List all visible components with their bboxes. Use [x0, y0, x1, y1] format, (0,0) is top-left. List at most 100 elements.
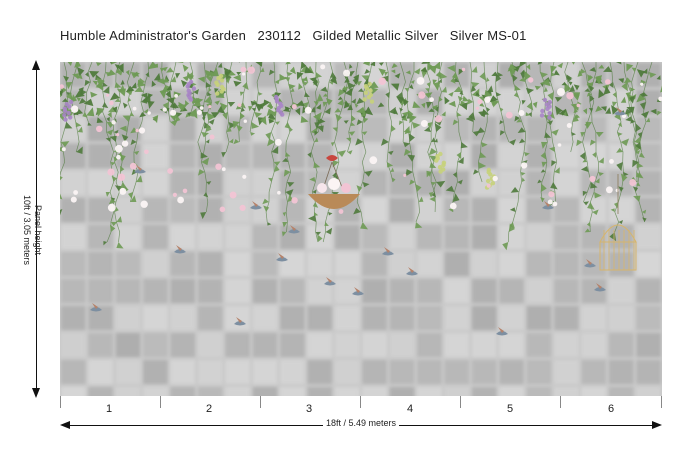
ivy-leaf	[74, 90, 85, 98]
ivy-leaf	[642, 68, 648, 74]
ivy-leaf	[428, 108, 435, 112]
ivy-leaf	[217, 105, 226, 114]
ivy-leaf	[214, 100, 220, 105]
ivy-leaf	[409, 114, 417, 124]
ivy-leaf	[262, 198, 269, 205]
ivy-leaf	[384, 71, 389, 77]
ivy-leaf	[445, 185, 455, 192]
ivy-leaf	[250, 132, 256, 136]
blossom	[199, 106, 204, 110]
silver-tile	[472, 252, 497, 276]
blossom	[182, 188, 188, 194]
ivy-leaf	[521, 177, 526, 182]
ivy-leaf	[105, 192, 111, 197]
silver-tile	[526, 387, 552, 396]
ivy-leaf	[404, 87, 409, 92]
ivy-leaf	[457, 156, 464, 164]
silver-tile	[115, 252, 141, 276]
ivy-leaf	[514, 115, 520, 122]
ivy-leaf	[427, 172, 432, 177]
silver-tile	[581, 306, 606, 330]
ivy-leaf	[186, 71, 191, 77]
ivy-leaf	[239, 91, 244, 97]
blossom	[140, 200, 148, 208]
ivy-leaf	[380, 138, 389, 146]
ivy-leaf	[479, 101, 485, 107]
ivy-leaf	[201, 132, 209, 138]
silver-tile	[636, 225, 661, 249]
grape	[437, 165, 443, 170]
ivy-leaf	[353, 74, 360, 83]
ivy-leaf	[334, 107, 341, 113]
ivy-leaf	[460, 142, 468, 149]
blossom	[566, 92, 574, 100]
ivy-leaf	[584, 88, 590, 92]
silver-tile	[307, 252, 332, 276]
ivy-leaf	[621, 82, 628, 92]
ivy-leaf	[554, 167, 560, 174]
ivy-leaf	[78, 97, 87, 105]
ivy-leaf	[140, 92, 148, 99]
silver-tile	[280, 387, 305, 396]
ivy-leaf	[603, 85, 611, 95]
ivy-leaf	[412, 122, 421, 129]
ivy-leaf	[316, 125, 324, 132]
ivy-leaf	[206, 112, 217, 121]
ivy-leaf	[448, 100, 456, 108]
ivy-leaf	[524, 152, 530, 157]
silver-tile	[170, 333, 195, 357]
ivy-leaf	[111, 175, 117, 182]
ivy-leaf	[343, 120, 349, 124]
ivy-leaf	[268, 118, 275, 124]
ivy-leaf	[324, 222, 329, 227]
ivy-leaf	[304, 66, 313, 74]
ivy-leaf	[204, 95, 211, 104]
ivy-leaf	[106, 116, 110, 122]
ivy-leaf	[574, 114, 580, 119]
ivy-leaf	[112, 106, 118, 114]
ivy-leaf	[282, 221, 288, 228]
ivy-leaf	[569, 85, 576, 92]
ivy-leaf	[438, 78, 442, 83]
blossom	[486, 183, 491, 188]
ivy-leaf	[159, 89, 167, 99]
silver-tile	[198, 306, 223, 330]
silver-tile	[581, 360, 606, 384]
ivy-leaf	[605, 107, 612, 114]
ivy-leaf	[403, 142, 411, 148]
silver-tile	[526, 225, 552, 249]
basket-flower	[328, 178, 340, 190]
silver-tile	[143, 252, 168, 276]
silver-tile	[499, 333, 524, 357]
silver-tile	[554, 387, 579, 396]
ivy-leaf	[119, 125, 127, 132]
ivy-leaf	[285, 189, 294, 197]
ivy-leaf	[266, 108, 275, 117]
silver-tile	[335, 252, 360, 276]
ivy-leaf	[356, 119, 363, 126]
blossom	[576, 103, 581, 108]
blossom	[518, 110, 525, 116]
bird-body	[496, 331, 508, 336]
grape	[219, 89, 224, 94]
ivy-leaf	[304, 92, 310, 98]
silver-tile	[554, 333, 579, 357]
ivy-leaf	[338, 89, 346, 97]
grape	[188, 97, 194, 102]
ivy-leaf	[270, 110, 278, 117]
ivy-leaf	[317, 234, 323, 242]
silver-tile	[636, 360, 661, 384]
ivy-leaf	[314, 137, 319, 142]
ivy-leaf	[543, 87, 548, 92]
bird-wing	[290, 225, 296, 231]
vine-stem	[300, 62, 319, 243]
silver-tile	[252, 279, 278, 303]
ivy-leaf	[332, 127, 338, 132]
ivy-leaf	[92, 80, 98, 86]
silver-tile	[61, 387, 86, 396]
ivy-leaf	[362, 62, 371, 66]
ivy-leaf	[481, 112, 486, 118]
grape	[62, 113, 67, 118]
ivy-leaf	[452, 119, 459, 126]
